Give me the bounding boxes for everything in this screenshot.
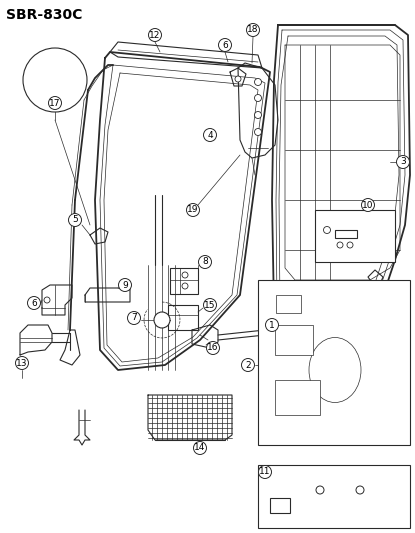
- Circle shape: [193, 441, 207, 455]
- Text: 16: 16: [207, 343, 219, 352]
- Bar: [170, 268, 198, 294]
- Circle shape: [23, 48, 87, 112]
- Text: 8: 8: [202, 257, 208, 266]
- Circle shape: [247, 23, 259, 36]
- Ellipse shape: [309, 337, 361, 402]
- Circle shape: [44, 297, 50, 303]
- Circle shape: [203, 298, 217, 311]
- Bar: [275, 325, 313, 355]
- Circle shape: [203, 128, 217, 141]
- Circle shape: [316, 486, 324, 494]
- Text: 13: 13: [16, 359, 28, 367]
- Circle shape: [356, 486, 364, 494]
- Circle shape: [186, 204, 200, 216]
- Circle shape: [68, 214, 81, 227]
- Text: 5: 5: [72, 215, 78, 224]
- Circle shape: [198, 255, 212, 269]
- Circle shape: [182, 283, 188, 289]
- Circle shape: [254, 128, 261, 135]
- Text: 94367  830: 94367 830: [307, 511, 359, 520]
- Circle shape: [337, 242, 343, 248]
- Bar: [270, 498, 290, 513]
- Circle shape: [254, 94, 261, 101]
- Circle shape: [154, 312, 170, 328]
- Circle shape: [254, 78, 261, 85]
- Text: 11: 11: [259, 467, 271, 477]
- Circle shape: [119, 279, 132, 292]
- Text: 4: 4: [207, 131, 213, 140]
- Circle shape: [324, 227, 330, 233]
- Circle shape: [235, 76, 241, 82]
- Text: 3: 3: [400, 157, 406, 166]
- Circle shape: [347, 242, 353, 248]
- Bar: [168, 305, 198, 330]
- Circle shape: [259, 465, 271, 479]
- Text: 14: 14: [194, 443, 206, 453]
- Text: 1: 1: [269, 320, 275, 329]
- Text: 12: 12: [149, 30, 161, 39]
- Text: 6: 6: [31, 298, 37, 308]
- Circle shape: [361, 198, 374, 212]
- Text: 6: 6: [222, 41, 228, 50]
- Circle shape: [207, 342, 220, 354]
- Bar: [258, 280, 410, 445]
- Text: 18: 18: [247, 26, 259, 35]
- Circle shape: [182, 272, 188, 278]
- Circle shape: [219, 38, 232, 52]
- Bar: [48, 73, 66, 85]
- Circle shape: [242, 359, 254, 372]
- Circle shape: [254, 111, 261, 118]
- Text: 10: 10: [362, 200, 374, 209]
- Text: 7: 7: [131, 313, 137, 322]
- Bar: [315, 210, 395, 262]
- Circle shape: [266, 319, 278, 332]
- Circle shape: [15, 357, 29, 369]
- Text: SBR-830C: SBR-830C: [6, 8, 82, 22]
- Bar: [258, 465, 410, 528]
- Text: 19: 19: [187, 206, 199, 214]
- Text: 15: 15: [204, 301, 216, 310]
- Bar: [335, 230, 357, 238]
- Circle shape: [149, 28, 161, 42]
- Text: 2: 2: [245, 360, 251, 369]
- Text: 17: 17: [49, 99, 61, 108]
- Bar: [276, 295, 301, 313]
- Circle shape: [127, 311, 141, 325]
- Text: 9: 9: [122, 280, 128, 289]
- Circle shape: [396, 156, 410, 168]
- Bar: [275, 380, 320, 415]
- Circle shape: [27, 296, 41, 310]
- Circle shape: [49, 96, 61, 109]
